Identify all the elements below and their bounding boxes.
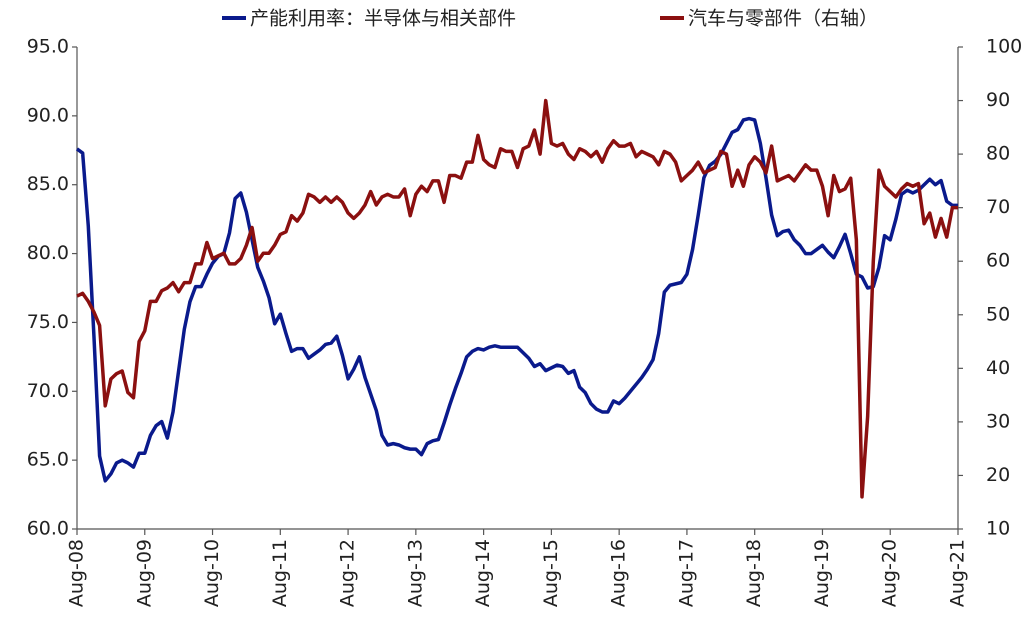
x-tick-label: Aug-11 — [269, 539, 291, 607]
x-tick-label: Aug-08 — [66, 539, 88, 607]
y2-tick-label: 10 — [986, 518, 1010, 540]
y-tick-label: 75.0 — [27, 311, 69, 333]
x-tick-label: Aug-16 — [608, 539, 630, 607]
y-tick-label: 60.0 — [27, 518, 69, 540]
y2-tick-label: 60 — [986, 250, 1010, 272]
x-tick-label: Aug-19 — [811, 539, 833, 607]
x-tick-label: Aug-17 — [675, 539, 697, 607]
x-tick-label: Aug-12 — [337, 539, 359, 607]
y-tick-label: 95.0 — [27, 36, 69, 58]
x-tick-label: Aug-10 — [201, 539, 223, 607]
y-tick-label: 90.0 — [27, 104, 69, 126]
y2-tick-label: 100 — [986, 36, 1022, 58]
y2-tick-label: 70 — [986, 196, 1010, 218]
y2-tick-label: 20 — [986, 464, 1010, 486]
series-line — [76, 98, 958, 499]
x-tick-label: Aug-21 — [947, 539, 969, 607]
x-tick-label: Aug-09 — [133, 539, 155, 607]
series-line — [75, 116, 958, 483]
y-tick-label: 80.0 — [27, 242, 69, 264]
x-tick-label: Aug-14 — [472, 539, 494, 607]
y2-tick-label: 90 — [986, 89, 1010, 111]
x-tick-label: Aug-18 — [743, 539, 765, 607]
x-tick-label: Aug-20 — [879, 539, 901, 607]
y-tick-label: 70.0 — [27, 380, 69, 402]
y-tick-label: 65.0 — [27, 449, 69, 471]
y2-tick-label: 30 — [986, 410, 1010, 432]
y-tick-label: 85.0 — [27, 173, 69, 195]
legend-label: 产能利用率：半导体与相关部件 — [250, 8, 516, 30]
y2-tick-label: 50 — [986, 303, 1010, 325]
x-tick-label: Aug-13 — [404, 539, 426, 607]
y2-tick-label: 80 — [986, 143, 1010, 165]
x-tick-label: Aug-15 — [540, 539, 562, 607]
y2-tick-label: 40 — [986, 357, 1010, 379]
legend-label: 汽车与零部件（右轴） — [688, 8, 878, 30]
